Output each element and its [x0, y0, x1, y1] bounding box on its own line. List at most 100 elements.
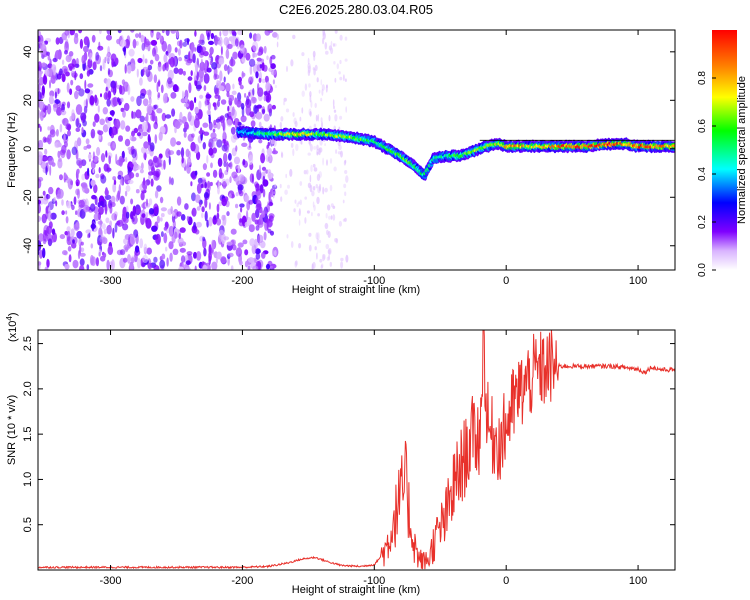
noise-speckle — [148, 97, 152, 105]
noise-speckle — [290, 59, 294, 67]
noise-speckle — [303, 170, 307, 175]
noise-speckle — [301, 107, 304, 114]
noise-speckle — [121, 150, 125, 160]
noise-speckle — [270, 230, 274, 236]
noise-speckle — [105, 217, 110, 224]
noise-speckle — [338, 71, 341, 75]
noise-speckle — [330, 40, 333, 48]
noise-speckle — [50, 64, 57, 72]
noise-speckle — [301, 90, 305, 97]
noise-speckle — [143, 243, 148, 253]
noise-speckle — [209, 46, 214, 55]
noise-speckle — [39, 249, 43, 259]
noise-speckle — [142, 88, 146, 94]
noise-speckle — [39, 126, 42, 132]
noise-speckle — [131, 110, 134, 119]
noise-speckle — [50, 75, 56, 84]
noise-speckle — [186, 215, 190, 222]
noise-speckle — [67, 246, 72, 252]
noise-speckle — [53, 102, 58, 112]
noise-speckle — [163, 54, 168, 63]
noise-speckle — [168, 225, 174, 237]
noise-speckle — [295, 143, 299, 152]
noise-speckle — [214, 36, 220, 42]
noise-speckle — [231, 30, 236, 35]
noise-speckle — [316, 238, 319, 244]
noise-speckle — [297, 201, 301, 205]
noise-speckle — [62, 250, 68, 256]
noise-speckle — [257, 87, 264, 97]
noise-speckle — [269, 265, 273, 269]
noise-speckle — [104, 56, 107, 64]
noise-speckle — [124, 138, 131, 147]
noise-speckle — [196, 183, 202, 194]
noise-speckle — [207, 180, 211, 189]
noise-speckle — [340, 150, 343, 158]
x-tick-label: 0 — [503, 275, 509, 287]
y-tick-label: 20 — [22, 94, 34, 106]
noise-speckle — [240, 102, 245, 110]
noise-speckle — [280, 116, 284, 122]
noise-speckle — [317, 213, 320, 217]
noise-speckle — [235, 203, 239, 209]
noise-speckle — [208, 216, 213, 227]
noise-speckle — [66, 149, 71, 160]
noise-speckle — [333, 43, 335, 47]
snr-plot-area — [38, 330, 675, 570]
noise-speckle — [286, 234, 289, 239]
noise-speckle — [314, 246, 317, 251]
noise-speckle — [244, 93, 247, 98]
noise-speckle — [222, 180, 227, 189]
snr-x-ticks: -300 -200 -100 0 100 — [100, 330, 647, 587]
noise-speckle — [325, 213, 328, 219]
noise-speckle — [123, 244, 130, 251]
noise-speckle — [92, 151, 95, 161]
noise-speckle — [248, 257, 255, 263]
noise-speckle — [66, 230, 71, 242]
noise-speckle — [61, 65, 68, 73]
noise-speckle — [255, 33, 261, 42]
noise-speckle — [142, 201, 145, 211]
noise-speckle — [344, 78, 347, 82]
noise-speckle — [194, 170, 198, 176]
noise-speckle — [161, 30, 165, 34]
noise-speckle — [124, 64, 127, 74]
noise-speckle — [141, 262, 146, 267]
noise-speckle — [160, 84, 164, 94]
noise-speckle — [194, 30, 197, 37]
noise-speckle — [325, 243, 330, 250]
noise-speckle — [263, 91, 268, 96]
noise-speckle — [311, 211, 313, 217]
noise-speckle — [200, 58, 203, 68]
noise-speckle — [252, 88, 255, 96]
noise-speckle — [71, 109, 75, 120]
noise-speckle — [160, 231, 164, 238]
noise-speckle — [39, 110, 44, 122]
noise-speckle — [251, 173, 255, 185]
noise-speckle — [140, 34, 145, 43]
noise-speckle — [235, 38, 239, 47]
noise-speckle — [126, 211, 130, 219]
noise-speckle — [102, 124, 109, 133]
noise-speckle — [216, 212, 220, 220]
noise-speckle — [294, 120, 298, 128]
noise-speckle — [318, 183, 322, 192]
noise-speckle — [147, 64, 153, 71]
noise-speckle — [102, 237, 108, 245]
noise-speckle — [255, 203, 261, 211]
noise-speckle — [272, 191, 276, 195]
noise-speckle — [198, 68, 204, 79]
noise-speckle — [151, 30, 154, 33]
noise-speckle — [312, 67, 315, 71]
noise-speckle — [91, 221, 95, 232]
noise-speckle — [328, 114, 331, 122]
noise-speckle — [292, 34, 296, 40]
noise-speckle — [208, 40, 214, 46]
noise-speckle — [230, 265, 234, 270]
noise-speckle — [150, 162, 155, 172]
noise-speckle — [59, 123, 63, 133]
noise-speckle — [340, 261, 344, 269]
noise-speckle — [316, 196, 320, 205]
noise-speckle — [181, 156, 184, 164]
